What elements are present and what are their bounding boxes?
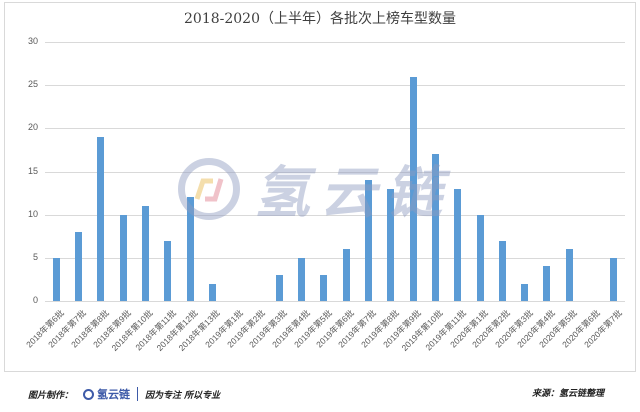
bar (208, 283, 216, 301)
y-tick-label: 30 (27, 36, 38, 46)
bar (387, 188, 395, 301)
gridline (45, 128, 625, 130)
bar (476, 214, 484, 301)
footer-logo-text: 氢云链 (97, 388, 131, 401)
bar (275, 275, 283, 301)
bar (364, 180, 372, 301)
bar (52, 257, 60, 301)
made-by-label: 图片制作： (28, 390, 74, 401)
bar (97, 136, 105, 301)
gridline (45, 171, 625, 173)
bar (298, 257, 306, 301)
footer-slogan: 因为专注 所以专业 (145, 390, 221, 401)
footer-logo: 氢云链 (83, 386, 130, 402)
bar (119, 214, 127, 301)
y-tick-label: 5 (32, 251, 38, 262)
bar (543, 266, 551, 301)
bar (431, 154, 439, 301)
y-tick-label: 25 (27, 79, 38, 90)
bar (186, 197, 194, 301)
bar (409, 76, 417, 301)
gridline (45, 257, 625, 259)
bar (521, 283, 529, 301)
gridline (45, 85, 625, 87)
gridline (45, 42, 625, 43)
bar (74, 231, 82, 301)
y-tick-label: 20 (27, 122, 38, 133)
footer: 图片制作： 氢云链 因为专注 所以专业 来源：氢云链整理 (0, 384, 640, 404)
gridline (45, 301, 625, 302)
y-tick-label: 10 (27, 208, 38, 219)
bar (498, 240, 506, 301)
y-tick-label: 0 (32, 295, 38, 305)
footer-credit: 图片制作： 氢云链 因为专注 所以专业 (28, 386, 220, 402)
footer-divider (137, 387, 139, 401)
logo-circle-icon (83, 388, 95, 400)
bar (454, 188, 462, 301)
bar (320, 275, 328, 301)
chart-title: 2018-2020（上半年）各批次上榜车型数量 (184, 11, 456, 27)
bar (565, 249, 573, 301)
bar (342, 249, 350, 301)
bar (164, 240, 172, 301)
y-tick-label: 15 (27, 165, 38, 176)
bar (610, 257, 618, 301)
chart-frame (4, 2, 636, 372)
footer-source: 来源：氢云链整理 (531, 389, 604, 399)
bar (141, 206, 149, 301)
gridline (45, 214, 625, 216)
